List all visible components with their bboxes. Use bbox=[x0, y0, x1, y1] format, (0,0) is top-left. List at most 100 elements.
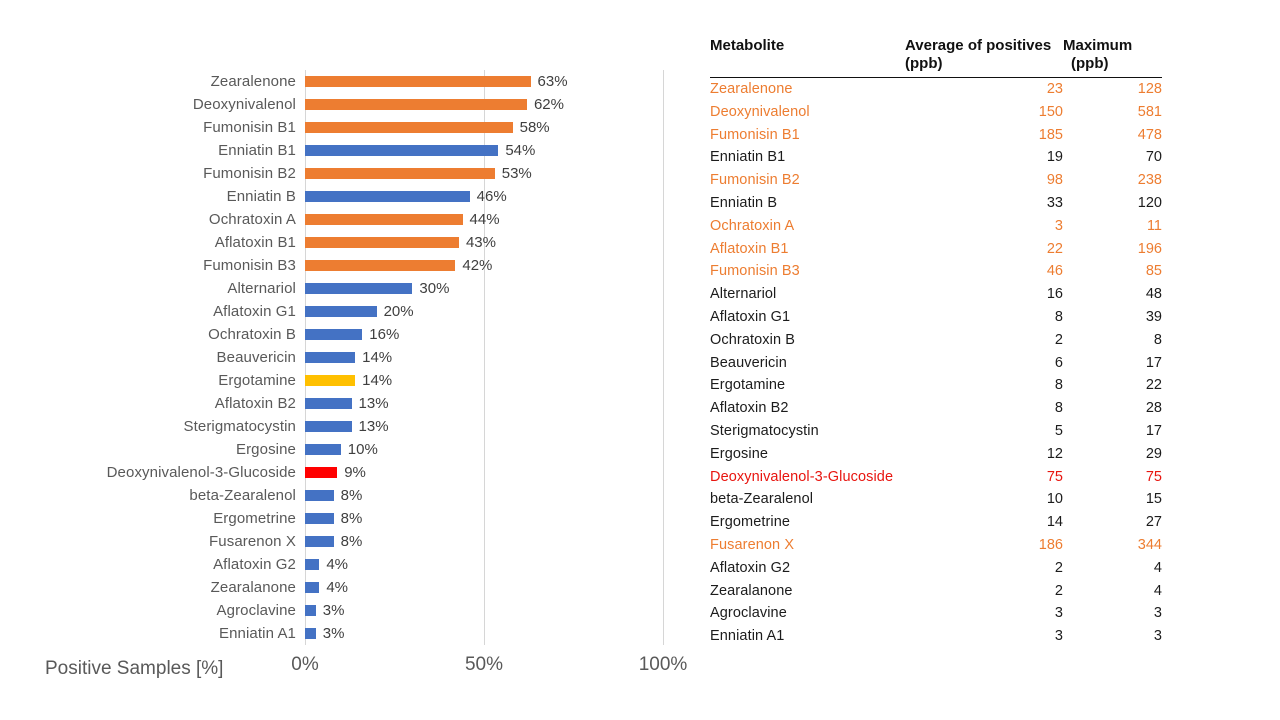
bar bbox=[305, 168, 495, 179]
maximum-value: 128 bbox=[1137, 80, 1162, 97]
maximum-value: 22 bbox=[1145, 377, 1162, 394]
bar bbox=[305, 283, 413, 294]
chart-row: Aflatoxin G2 4% bbox=[40, 553, 740, 576]
metabolite-name: Zearalanone bbox=[710, 582, 793, 599]
bar-track: 16% bbox=[305, 326, 735, 343]
bar bbox=[305, 145, 499, 156]
average-value: 16 bbox=[1046, 286, 1063, 303]
bar bbox=[305, 467, 338, 478]
table-row: Sterigmatocystin 5 17 bbox=[710, 420, 1162, 443]
maximum-value: 29 bbox=[1145, 445, 1162, 462]
bar-value-label: 30% bbox=[419, 280, 450, 297]
bar-value-label: 53% bbox=[501, 165, 532, 182]
gridline bbox=[663, 70, 664, 645]
category-label: Zearalenone bbox=[210, 73, 296, 90]
bar-value-label: 44% bbox=[469, 211, 500, 228]
metabolite-name: Beauvericin bbox=[710, 354, 787, 371]
bar-value-label: 43% bbox=[465, 234, 496, 251]
metabolite-name: Ochratoxin B bbox=[710, 331, 796, 348]
maximum-value: 28 bbox=[1145, 400, 1162, 417]
average-value: 46 bbox=[1046, 263, 1063, 280]
table-body: Zearalenone 23 128 Deoxynivalenol 150 581 Fumo… bbox=[710, 78, 1162, 648]
category-label: Agroclavine bbox=[216, 602, 296, 619]
bar-value-label: 63% bbox=[537, 73, 568, 90]
metabolite-name: Aflatoxin G1 bbox=[710, 308, 791, 325]
maximum-value: 85 bbox=[1145, 263, 1162, 280]
average-value: 185 bbox=[1038, 126, 1063, 143]
table-row: Fumonisin B3 46 85 bbox=[710, 260, 1162, 283]
metabolite-name: Aflatoxin G2 bbox=[710, 559, 791, 576]
average-value: 98 bbox=[1046, 172, 1063, 189]
chart-row: Alternariol 30% bbox=[40, 277, 740, 300]
maximum-value: 17 bbox=[1145, 354, 1162, 371]
bar bbox=[305, 536, 334, 547]
metabolite-name: Deoxynivalenol-3-Glucoside bbox=[710, 468, 894, 485]
category-label: Enniatin A1 bbox=[219, 625, 296, 642]
bar-value-label: 8% bbox=[340, 487, 363, 504]
bar-value-label: 62% bbox=[533, 96, 564, 113]
table-row: Deoxynivalenol 150 581 bbox=[710, 100, 1162, 123]
table-row: Alternariol 16 48 bbox=[710, 283, 1162, 306]
category-label: Ergotamine bbox=[218, 372, 296, 389]
bar bbox=[305, 352, 356, 363]
maximum-value: 75 bbox=[1145, 468, 1162, 485]
bar-track: 44% bbox=[305, 211, 735, 228]
table-row: Fumonisin B2 98 238 bbox=[710, 169, 1162, 192]
maximum-value: 478 bbox=[1137, 126, 1162, 143]
category-label: Ochratoxin A bbox=[208, 211, 296, 228]
bar-value-label: 9% bbox=[344, 464, 366, 481]
metabolite-name: Fumonisin B2 bbox=[710, 172, 800, 189]
table-row: Agroclavine 3 3 bbox=[710, 602, 1162, 625]
bar-value-label: 16% bbox=[369, 326, 400, 343]
metabolite-name: Agroclavine bbox=[710, 605, 787, 622]
bar bbox=[305, 237, 459, 248]
x-tick-label: 100% bbox=[638, 654, 688, 675]
bar bbox=[305, 99, 527, 110]
maximum-value: 3 bbox=[1153, 628, 1162, 645]
bar-chart: Zearalenone 63% Deoxynivalenol 62% Fumonisin… bbox=[40, 70, 740, 720]
bar-track: 14% bbox=[305, 349, 735, 366]
bar-track: 54% bbox=[305, 142, 735, 159]
category-label: Fusarenon X bbox=[209, 533, 296, 550]
category-label: Beauvericin bbox=[216, 349, 296, 366]
bar-value-label: 4% bbox=[326, 556, 348, 573]
metabolite-name: Fusarenon X bbox=[710, 536, 795, 553]
chart-row: Ochratoxin B 16% bbox=[40, 323, 740, 346]
category-label: Alternariol bbox=[227, 280, 296, 297]
average-value: 3 bbox=[1054, 628, 1063, 645]
column-header-metabolite: Metabolite bbox=[710, 37, 785, 54]
bar-value-label: 20% bbox=[383, 303, 414, 320]
average-value: 22 bbox=[1046, 240, 1063, 257]
x-axis-ticks: 0% 50% 100% bbox=[291, 654, 687, 680]
bar-track: 8% bbox=[305, 533, 735, 550]
average-value: 23 bbox=[1046, 80, 1063, 97]
average-value: 12 bbox=[1046, 445, 1063, 462]
bar-value-label: 3% bbox=[322, 602, 345, 619]
bar-value-label: 14% bbox=[362, 372, 393, 389]
chart-row: Sterigmatocystin 13% bbox=[40, 415, 740, 438]
maximum-value: 120 bbox=[1137, 194, 1162, 211]
category-label: Aflatoxin B2 bbox=[214, 395, 296, 412]
bar-track: 13% bbox=[305, 418, 735, 435]
bar-track: 46% bbox=[305, 188, 735, 205]
x-tick-label: 0% bbox=[291, 654, 319, 675]
category-label: Ochratoxin B bbox=[208, 326, 296, 343]
category-label: Sterigmatocystin bbox=[183, 418, 296, 435]
category-label: Deoxynivalenol-3-Glucoside bbox=[106, 464, 296, 481]
chart-row: Fumonisin B3 42% bbox=[40, 254, 740, 277]
table-row: Ergometrine 14 27 bbox=[710, 511, 1162, 534]
bar bbox=[305, 375, 356, 386]
metabolite-name: Fumonisin B3 bbox=[710, 263, 800, 280]
maximum-value: 344 bbox=[1137, 536, 1162, 553]
table-row: Ochratoxin B 2 8 bbox=[710, 328, 1162, 351]
chart-row: Aflatoxin B1 43% bbox=[40, 231, 740, 254]
column-header-maximum: Maximum (ppb) bbox=[1063, 37, 1133, 73]
category-label: Ergosine bbox=[235, 441, 296, 458]
average-value: 3 bbox=[1054, 217, 1063, 234]
metabolite-name: Ergosine bbox=[710, 445, 769, 462]
table-row: Aflatoxin B1 22 196 bbox=[710, 237, 1162, 260]
average-value: 33 bbox=[1046, 194, 1063, 211]
table-row: Fumonisin B1 185 478 bbox=[710, 123, 1162, 146]
bar-value-label: 42% bbox=[462, 257, 493, 274]
bar-track: 3% bbox=[305, 602, 735, 619]
